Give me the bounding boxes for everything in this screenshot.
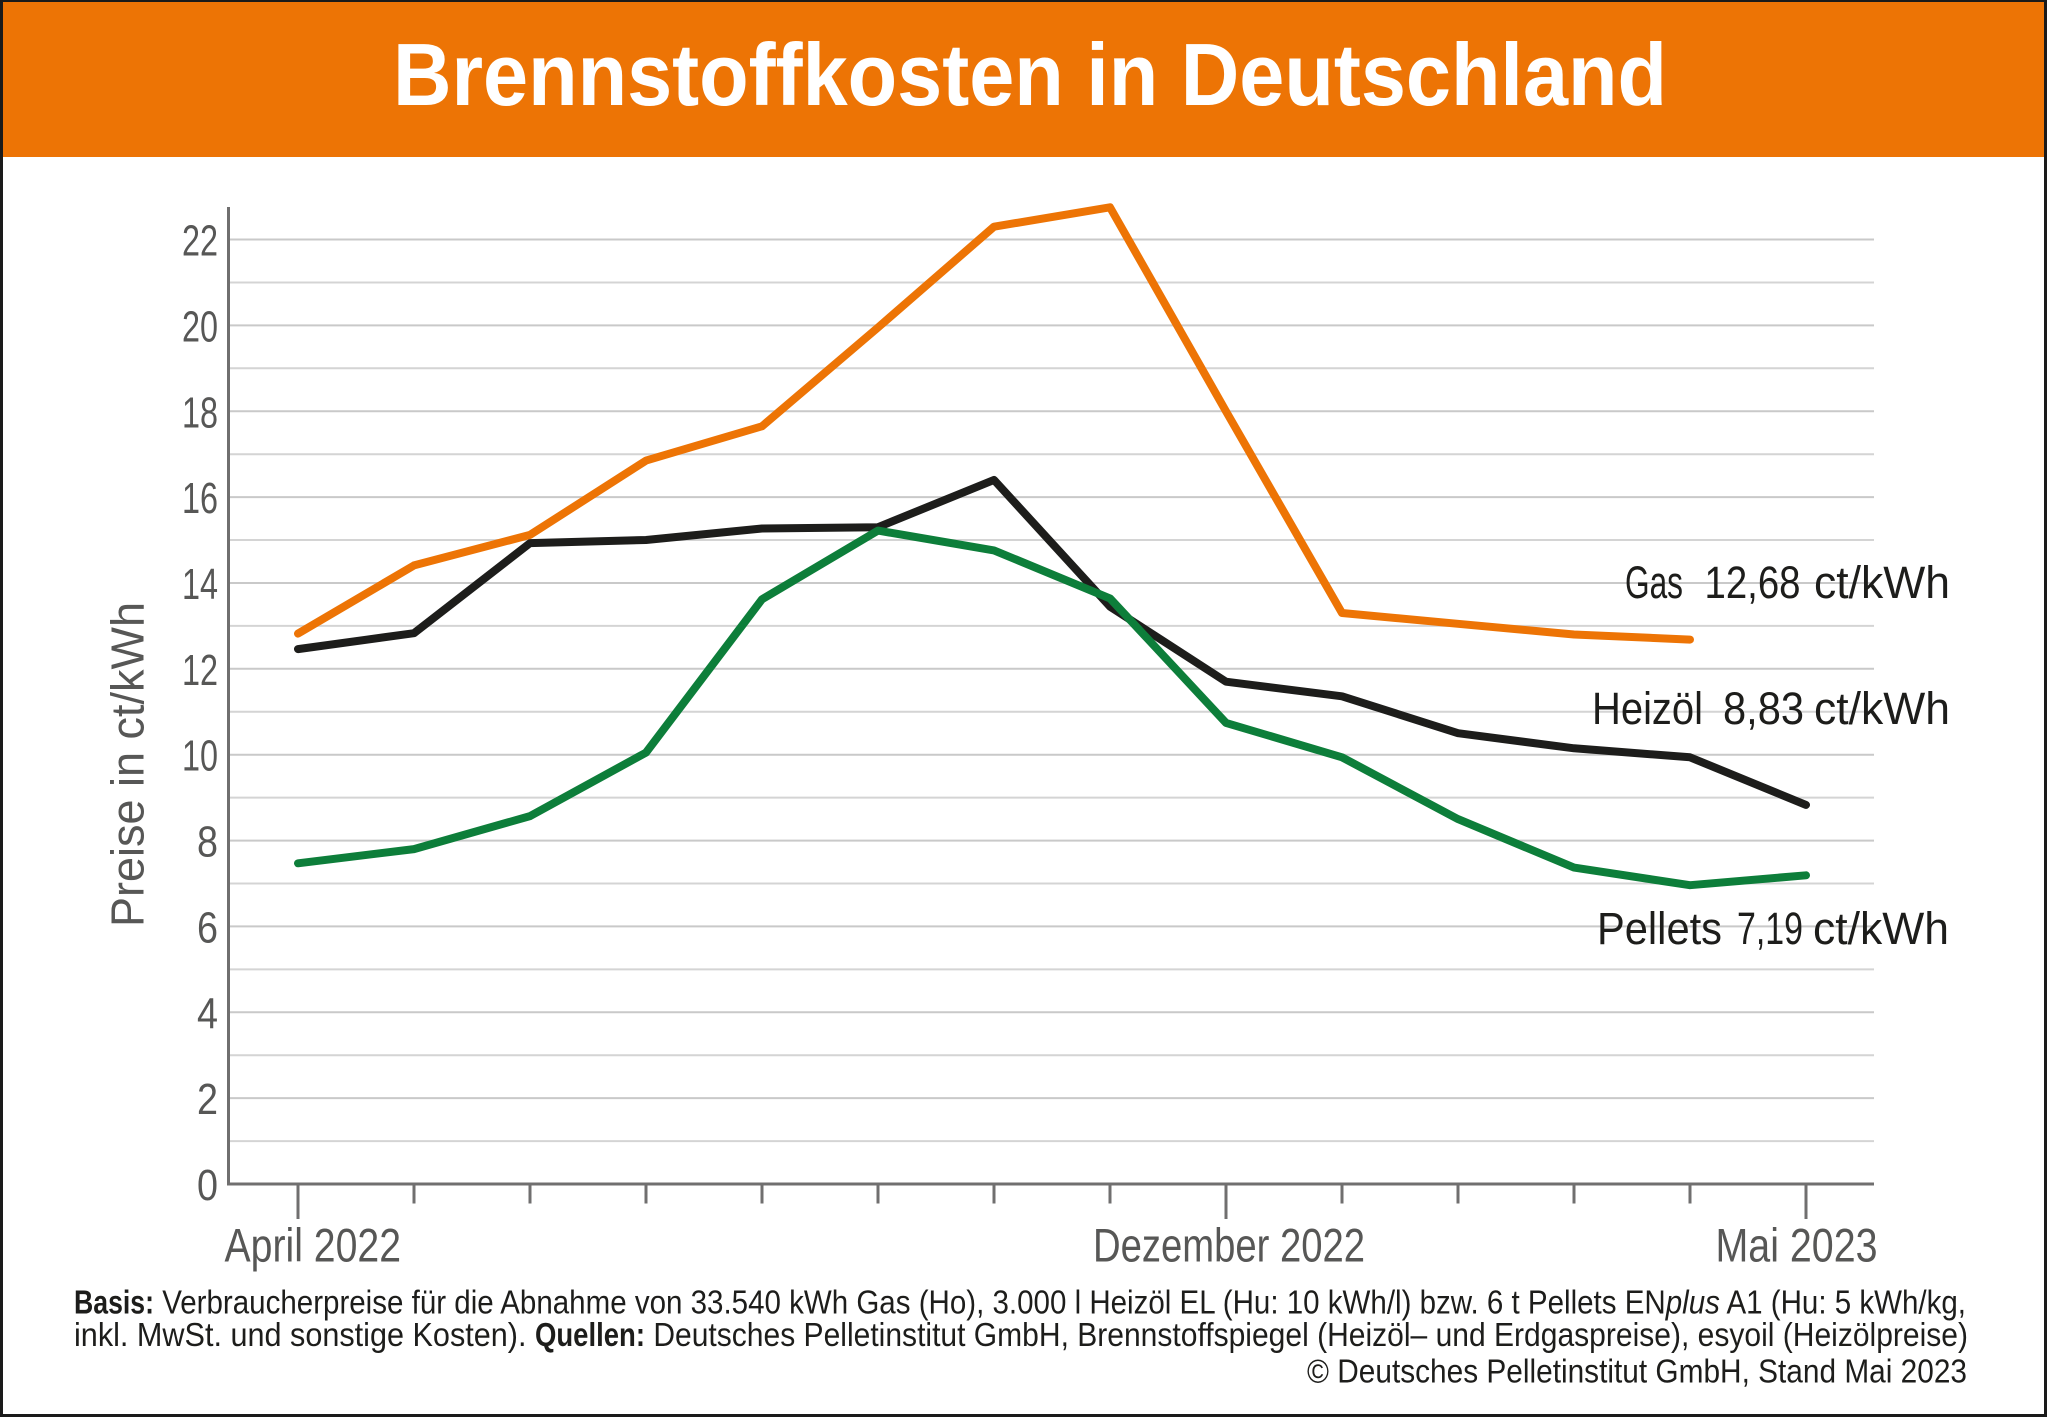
- svg-text:Dezember 2022: Dezember 2022: [1093, 1219, 1365, 1272]
- svg-text:10: 10: [182, 732, 218, 781]
- svg-text:12: 12: [182, 646, 218, 695]
- svg-text:Basis: Verbraucherpreise für d: Basis: Verbraucherpreise für die Abnahme…: [74, 1285, 1966, 1322]
- svg-text:0: 0: [197, 1161, 218, 1210]
- svg-text:16: 16: [182, 474, 218, 523]
- svg-text:inkl. MwSt. und sonstige Koste: inkl. MwSt. und sonstige Kosten). Quelle…: [74, 1317, 1968, 1354]
- svg-text:6: 6: [197, 903, 218, 952]
- svg-text:Preise in ct/kWh: Preise in ct/kWh: [102, 602, 154, 927]
- svg-text:© Deutsches Pelletinstitut Gmb: © Deutsches Pelletinstitut GmbH, Stand M…: [1307, 1354, 1967, 1391]
- svg-text:April 2022: April 2022: [225, 1219, 402, 1272]
- svg-text:Brennstoffkosten in Deutschlan: Brennstoffkosten in Deutschland: [393, 25, 1667, 124]
- svg-text:Mai 2023: Mai 2023: [1716, 1219, 1878, 1272]
- svg-text:14: 14: [182, 560, 218, 609]
- svg-text:2: 2: [197, 1075, 218, 1124]
- svg-text:20: 20: [182, 302, 218, 351]
- svg-text:22: 22: [182, 217, 218, 266]
- svg-text:8: 8: [197, 818, 218, 867]
- svg-text:18: 18: [182, 388, 218, 437]
- svg-text:4: 4: [197, 989, 218, 1038]
